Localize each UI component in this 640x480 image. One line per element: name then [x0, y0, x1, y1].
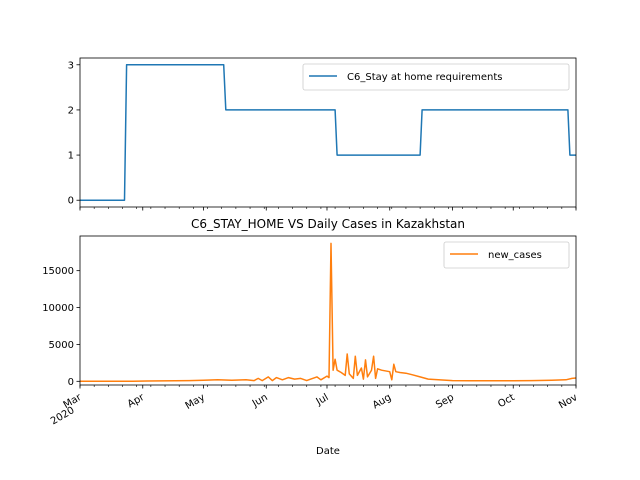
y-tick-label: 1: [68, 151, 74, 162]
y-tick-label: 3: [68, 60, 74, 71]
y-tick-label: 10000: [42, 303, 74, 314]
bottom-legend: new_cases: [443, 241, 570, 269]
stay-home-legend-label: C6_Stay at home requirements: [347, 72, 503, 83]
top-axis-ticks: 0 1 2 3: [68, 60, 577, 211]
bottom-axes-frame: [79, 235, 577, 386]
x-axis-label: Date: [316, 446, 340, 457]
y-tick-label: 0: [68, 196, 74, 207]
bottom-legend-box: [443, 241, 570, 269]
new-cases-legend-label: new_cases: [488, 250, 542, 261]
top-subplot: 0 1 2 3 C6_Stay at home requirements: [68, 57, 577, 211]
chart-title: C6_STAY_HOME VS Daily Cases in Kazakhsta…: [191, 217, 465, 231]
top-legend-box: [302, 63, 570, 91]
top-axes-frame: [79, 57, 577, 208]
y-tick-label: 2: [68, 105, 74, 116]
top-legend: C6_Stay at home requirements: [302, 63, 570, 91]
y-tick-label: 5000: [49, 340, 74, 351]
stay-home-line: [80, 64, 576, 201]
new-cases-line: [80, 242, 577, 383]
y-tick-label: 0: [68, 377, 74, 388]
y-tick-label: 15000: [42, 266, 74, 277]
